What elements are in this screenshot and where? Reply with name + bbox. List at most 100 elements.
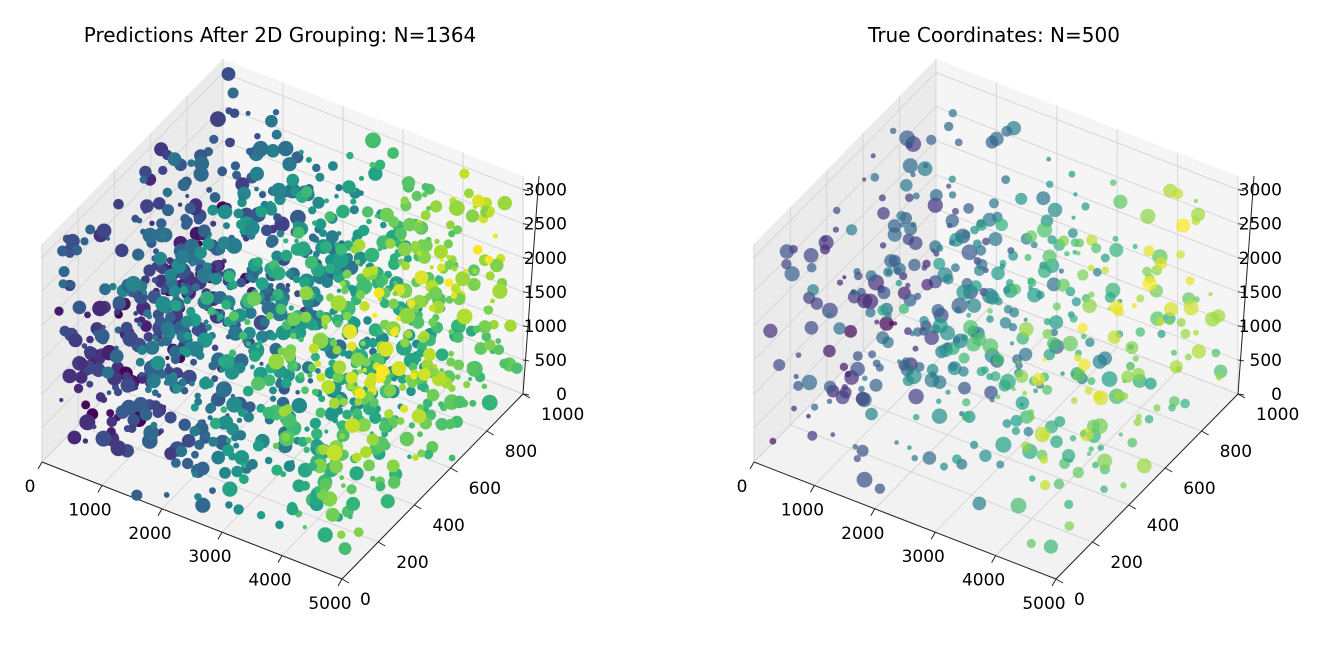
scatter-point — [252, 140, 269, 157]
scatter-point — [763, 323, 778, 338]
x-tick-label: 1000 — [781, 500, 824, 520]
scatter-point — [411, 240, 419, 249]
scatter-point — [164, 411, 177, 424]
scatter-point — [921, 278, 933, 291]
scatter-point — [169, 285, 181, 298]
scatter-point — [924, 330, 939, 346]
scatter-point — [109, 282, 117, 291]
scatter-point — [806, 413, 811, 419]
scatter-point — [379, 420, 391, 433]
scatter-point — [311, 428, 323, 440]
x-axis-line — [41, 461, 343, 580]
scatter-point — [887, 219, 902, 233]
scatter-point — [310, 444, 315, 449]
z-tick-label: 2000 — [1239, 249, 1282, 269]
scatter-point — [59, 325, 71, 337]
scatter-point — [1086, 234, 1098, 246]
scatter-point — [321, 380, 336, 394]
scatter-point — [206, 186, 213, 193]
scatter-point — [1001, 125, 1013, 137]
scatter-point — [1015, 192, 1028, 205]
x-tick-mark — [157, 508, 163, 517]
scatter-point — [852, 351, 863, 362]
scatter-point — [335, 184, 343, 192]
scatter-point — [305, 156, 312, 163]
scatter-point — [134, 317, 140, 323]
scatter-point — [183, 296, 192, 305]
scatter-point — [205, 324, 212, 331]
z-tick-label: 2000 — [524, 249, 567, 269]
scatter-point — [270, 395, 277, 402]
scatter-point — [900, 363, 914, 377]
scatter-point — [179, 286, 188, 295]
scatter-point — [902, 158, 918, 174]
scatter-point — [1053, 478, 1065, 490]
scatter-point — [187, 341, 204, 357]
scatter-point — [140, 199, 154, 213]
scatter-point — [411, 190, 422, 202]
scatter-point — [428, 304, 436, 312]
z-tick-mark — [1237, 359, 1245, 362]
scatter-point — [375, 277, 385, 287]
scatter-point — [435, 275, 441, 280]
scatter-point — [233, 504, 244, 515]
scatter-point — [194, 392, 201, 399]
scatter-point — [208, 436, 219, 447]
scatter-point — [180, 386, 189, 395]
scatter-point — [120, 321, 133, 334]
scatter-point — [113, 198, 124, 210]
scatter-point — [180, 282, 185, 287]
scatter-point — [1023, 426, 1034, 437]
scatter-point — [189, 261, 195, 267]
scatter-point — [172, 383, 182, 394]
scatter-point — [472, 194, 485, 207]
scatter-point — [318, 229, 327, 238]
scatter-point — [439, 257, 444, 262]
scatter-point — [1143, 245, 1155, 257]
scatter-point — [485, 271, 495, 281]
scatter-point — [396, 417, 405, 425]
scatter-point — [1028, 413, 1035, 421]
scatter-point — [844, 325, 857, 338]
scatter-point — [182, 457, 194, 470]
scatter-point — [1101, 371, 1118, 387]
scatter-point — [377, 328, 384, 335]
scatter-point — [350, 245, 359, 254]
scatter-point — [865, 407, 878, 421]
scatter-point — [1092, 354, 1107, 369]
scatter-point — [1075, 238, 1084, 248]
scatter-point — [835, 390, 850, 405]
x-tick-mark — [37, 461, 43, 470]
scatter-point — [463, 268, 468, 273]
y-tick-label: 600 — [469, 479, 501, 499]
z-tick-mark — [1237, 291, 1245, 294]
scatter-point — [228, 311, 239, 321]
scatter-point — [1003, 305, 1013, 314]
scatter-point — [314, 218, 327, 230]
scatter-point — [245, 110, 251, 116]
scatter-point — [884, 254, 898, 268]
scatter-point — [347, 514, 353, 520]
left-chart-title: Predictions After 2D Grouping: N=1364 — [84, 23, 477, 47]
scatter-point — [310, 352, 320, 362]
scatter-point — [469, 399, 477, 407]
scatter-point — [1076, 251, 1081, 256]
y-tick-mark — [1201, 430, 1209, 436]
scatter-point — [292, 226, 305, 239]
scatter-point — [170, 372, 178, 379]
scatter-point — [137, 321, 143, 327]
scatter-point — [998, 379, 1011, 392]
scatter-point — [954, 306, 962, 314]
y-tick-label: 1000 — [1256, 405, 1299, 425]
scatter-point — [402, 217, 417, 232]
scatter-point — [468, 377, 473, 381]
y-tick-mark — [1092, 541, 1100, 547]
scatter-point — [1131, 302, 1138, 309]
scatter-point — [342, 180, 356, 194]
scatter-point — [937, 267, 953, 283]
scatter-point — [336, 288, 342, 293]
scatter-point — [1180, 328, 1191, 339]
scatter-point — [940, 325, 955, 341]
scatter-point — [407, 377, 418, 388]
scatter-point — [1057, 278, 1070, 292]
